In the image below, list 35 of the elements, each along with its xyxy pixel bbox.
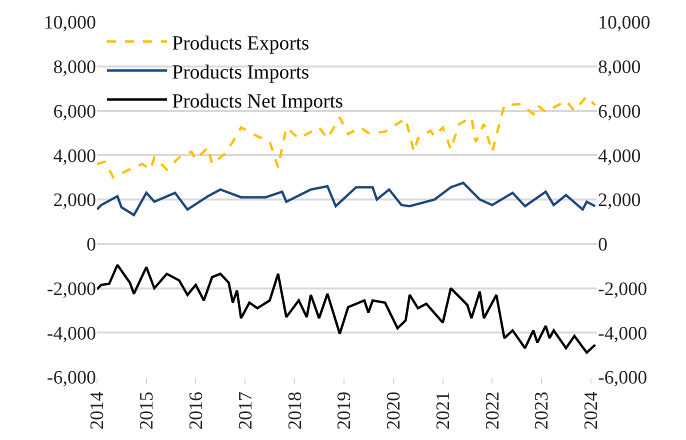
y2-tick-label: 6,000	[598, 101, 641, 122]
y-tick-label: 0	[86, 234, 96, 256]
y-tick-label: 6,000	[53, 101, 96, 122]
y-tick-label: 8,000	[53, 57, 96, 78]
line-series	[97, 264, 596, 354]
y2-tick-label: 10,000	[598, 12, 650, 34]
y2-tick-label: 4,000	[598, 146, 641, 167]
y-tick-label: -6,000	[46, 368, 96, 389]
x-tick-label: 2016	[186, 392, 207, 430]
x-tick-label: 2024	[581, 391, 602, 430]
x-tick-label: 2018	[284, 392, 306, 430]
y-tick-label: 4,000	[53, 146, 96, 167]
x-tick-label: 2017	[235, 392, 256, 430]
y2-tick-label: -4,000	[598, 323, 648, 344]
legend-label: Products Exports	[172, 32, 310, 54]
legend-label: Products Net Imports	[172, 90, 344, 112]
y2-tick-label: 8,000	[598, 57, 641, 78]
y2-tick-label: 0	[598, 234, 608, 256]
legend-label: Products Imports	[172, 61, 310, 84]
x-tick-label: 2019	[334, 392, 356, 430]
y2-tick-label: -2,000	[598, 278, 648, 300]
x-tick-label: 2021	[432, 392, 454, 430]
x-tick-label: 2022	[482, 392, 504, 430]
y-tick-label: 10,000	[44, 12, 96, 34]
y-tick-label: -4,000	[46, 323, 96, 344]
y2-tick-label: 2,000	[598, 190, 641, 212]
x-tick-label: 2023	[532, 392, 553, 430]
x-tick-label: 2014	[87, 391, 108, 430]
x-tick-label: 2015	[136, 392, 158, 430]
x-tick-label: 2020	[383, 392, 404, 430]
line-series	[97, 95, 596, 179]
y2-tick-label: -6,000	[598, 368, 648, 389]
line-series	[97, 182, 596, 216]
y-tick-label: -2,000	[46, 278, 96, 300]
y-tick-label: 2,000	[53, 190, 96, 212]
